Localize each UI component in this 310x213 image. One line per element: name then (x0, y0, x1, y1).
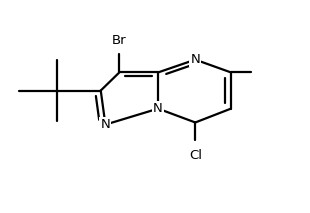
Text: Br: Br (112, 34, 127, 47)
Text: Cl: Cl (189, 149, 202, 162)
Text: N: N (153, 102, 163, 115)
Text: N: N (190, 53, 200, 66)
Text: N: N (100, 118, 110, 131)
